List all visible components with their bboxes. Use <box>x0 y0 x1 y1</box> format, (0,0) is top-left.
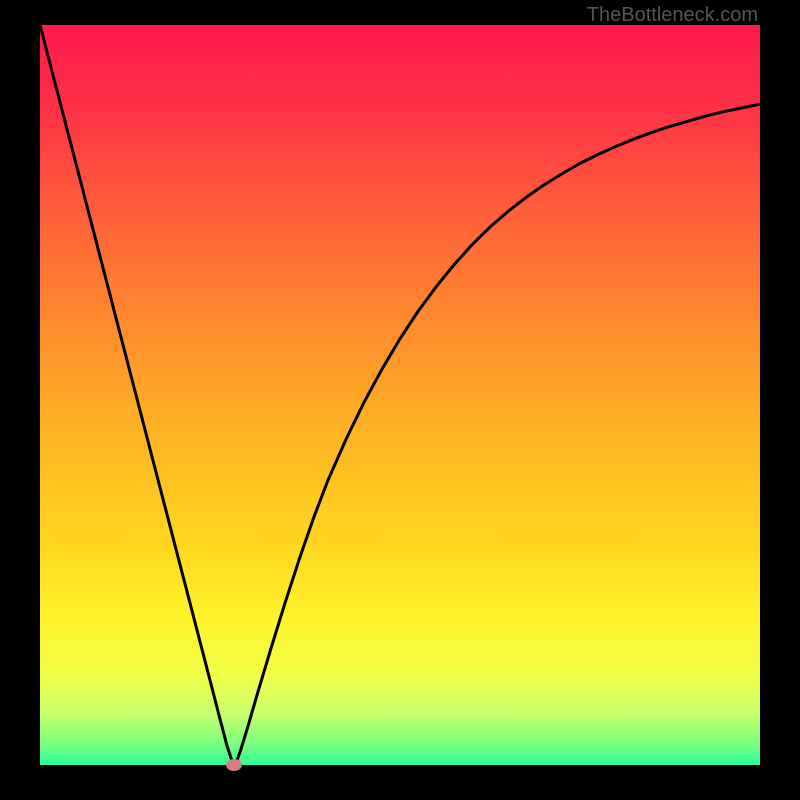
chart-canvas: TheBottleneck.com <box>0 0 800 800</box>
plot-area <box>40 25 760 765</box>
optimum-marker <box>226 759 242 771</box>
curve-path <box>40 25 760 765</box>
watermark-label: TheBottleneck.com <box>587 4 758 27</box>
bottleneck-curve <box>40 25 760 765</box>
